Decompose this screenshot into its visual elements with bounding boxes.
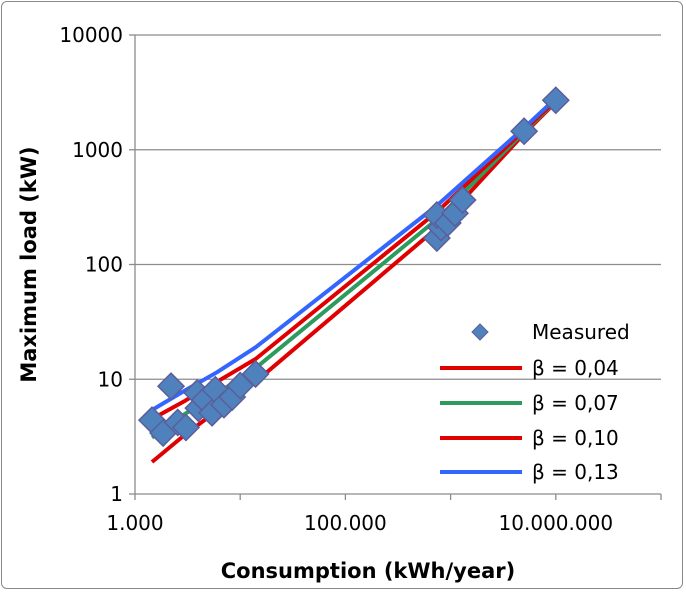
measured-point xyxy=(241,359,270,389)
x-axis-title: Consumption (kWh/year) xyxy=(221,559,515,583)
series-line-3 xyxy=(150,96,558,412)
legend-label-0: β = 0,04 xyxy=(532,356,619,380)
y-tick-label: 1 xyxy=(110,482,123,506)
legend-label-1: β = 0,07 xyxy=(532,391,619,415)
y-tick-label: 10000 xyxy=(59,23,123,47)
x-tick-label: 1.000 xyxy=(106,511,163,535)
measured-point xyxy=(448,185,477,215)
measured-point xyxy=(541,86,570,115)
y-axis-title: Maximum load (kW) xyxy=(17,146,41,382)
legend-label-2: β = 0,10 xyxy=(532,426,619,450)
y-tick-label: 10 xyxy=(98,367,123,391)
measured-point xyxy=(156,372,186,401)
legend-label-3: β = 0,13 xyxy=(532,460,619,484)
legend-marker-measured xyxy=(471,323,489,341)
x-tick-label: 10.000.000 xyxy=(499,511,614,535)
series-line-2 xyxy=(151,98,558,421)
y-tick-label: 100 xyxy=(85,253,123,277)
measured-point xyxy=(510,117,539,146)
y-tick-label: 1000 xyxy=(72,138,123,162)
measured-point xyxy=(171,413,201,442)
legend-label-measured: Measured xyxy=(532,320,630,344)
x-tick-label: 100.000 xyxy=(304,511,387,535)
